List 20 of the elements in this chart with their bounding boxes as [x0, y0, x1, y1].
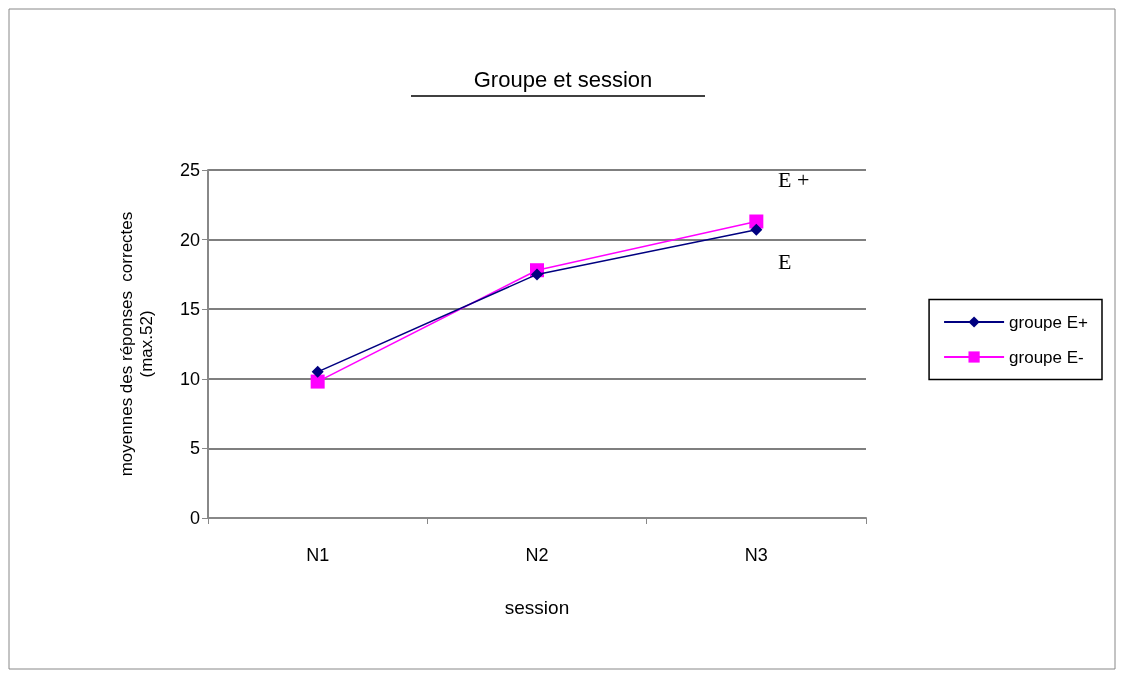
legend-label: groupe E+ — [1009, 312, 1089, 332]
y-tick-label: 25 — [179, 160, 200, 180]
legend-label: groupe E- — [1009, 347, 1084, 367]
y-axis-title: moyennes des réponses correctes (max.52) — [116, 211, 156, 477]
annotation: E + — [778, 166, 810, 192]
x-axis-title: session — [504, 597, 570, 618]
x-tick-label: N1 — [306, 545, 330, 565]
x-tick-label: N2 — [525, 545, 549, 565]
y-tick-label: 5 — [189, 438, 200, 459]
chart-title: Groupe et session — [473, 66, 653, 92]
annotation: E — [778, 248, 792, 274]
y-tick-label: 0 — [189, 508, 200, 528]
y-tick-label: 10 — [179, 368, 200, 389]
point — [531, 268, 543, 281]
y-tick-label: 15 — [179, 299, 200, 320]
y-tick-label: 20 — [179, 229, 200, 250]
point — [311, 365, 324, 378]
x-tick-label: N3 — [744, 545, 768, 565]
point — [750, 223, 763, 236]
point — [310, 374, 325, 389]
